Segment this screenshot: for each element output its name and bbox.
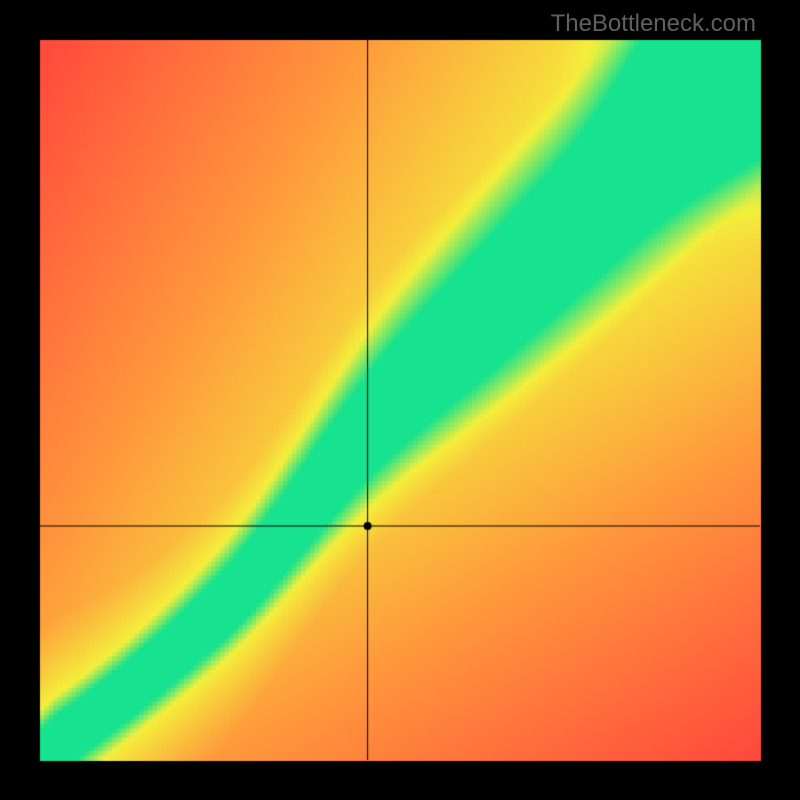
bottleneck-heatmap [0,0,800,800]
watermark-text: TheBottleneck.com [551,10,756,38]
chart-container: TheBottleneck.com [0,0,800,800]
